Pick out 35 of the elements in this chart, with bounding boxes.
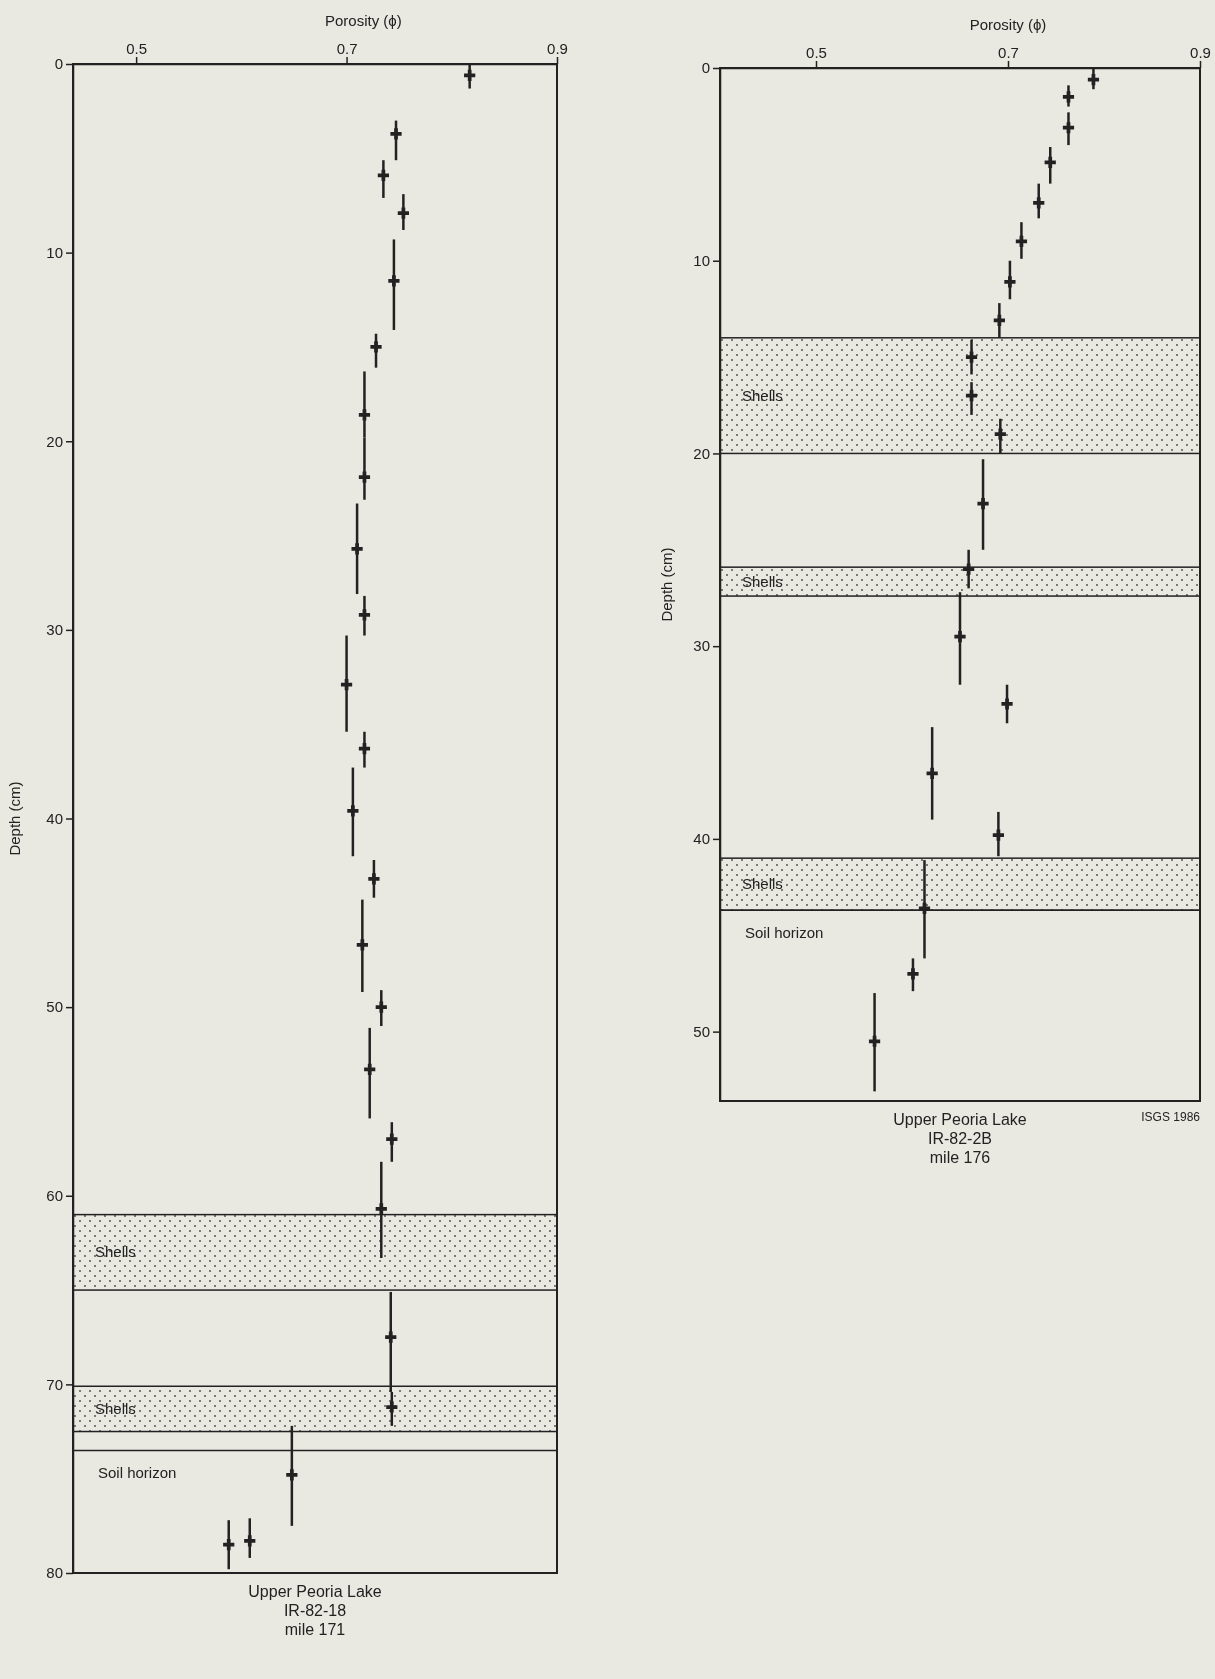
- y-tick-label: 40: [46, 809, 63, 827]
- y-tick-label: 30: [46, 621, 63, 639]
- y-tick-label: 0: [701, 59, 710, 77]
- y-tick-label: 20: [693, 444, 710, 462]
- x-axis-title: Porosity (ϕ): [325, 12, 402, 29]
- y-tick-label: 60: [46, 1187, 63, 1205]
- y-tick-label: 40: [693, 830, 710, 848]
- y-tick-label: 10: [46, 243, 63, 261]
- y-tick-label: 50: [46, 998, 63, 1016]
- y-tick-label: 70: [46, 1375, 63, 1393]
- ref-line-label: Soil horizon: [98, 1464, 177, 1482]
- text: Upper Peoria Lake IR-82-18 mile 171: [248, 1583, 382, 1638]
- y-tick-label: 50: [693, 1022, 710, 1040]
- band-label: Shells: [742, 875, 783, 893]
- x-tick-label: 0.9: [547, 40, 568, 57]
- y-tick-label: 20: [46, 432, 63, 450]
- x-tick-label: 0.5: [126, 40, 148, 57]
- y-tick-label: 30: [693, 637, 710, 655]
- x-tick-label: 0.9: [1190, 44, 1211, 61]
- x-tick-label: 0.7: [336, 40, 358, 57]
- band-label: Shells: [95, 1243, 136, 1261]
- band-label: Shells: [95, 1399, 136, 1417]
- x-axis-title: Porosity (ϕ): [969, 16, 1047, 33]
- band-label: Shells: [742, 386, 783, 404]
- band-label: Shells: [742, 572, 783, 590]
- y-axis-title: Depth (cm): [6, 781, 23, 856]
- y-tick-label: 10: [693, 252, 710, 270]
- y-axis-title: Depth (cm): [658, 547, 675, 622]
- y-tick-label: 80: [46, 1564, 63, 1582]
- text: ISGS 1986: [1141, 1110, 1201, 1124]
- x-tick-label: 0.5: [806, 44, 827, 61]
- text: Upper Peoria Lake IR-82-2B mile 176: [893, 1111, 1027, 1166]
- ref-line-label: Soil horizon: [745, 924, 824, 942]
- x-tick-label: 0.7: [998, 44, 1019, 61]
- y-tick-label: 0: [54, 55, 63, 73]
